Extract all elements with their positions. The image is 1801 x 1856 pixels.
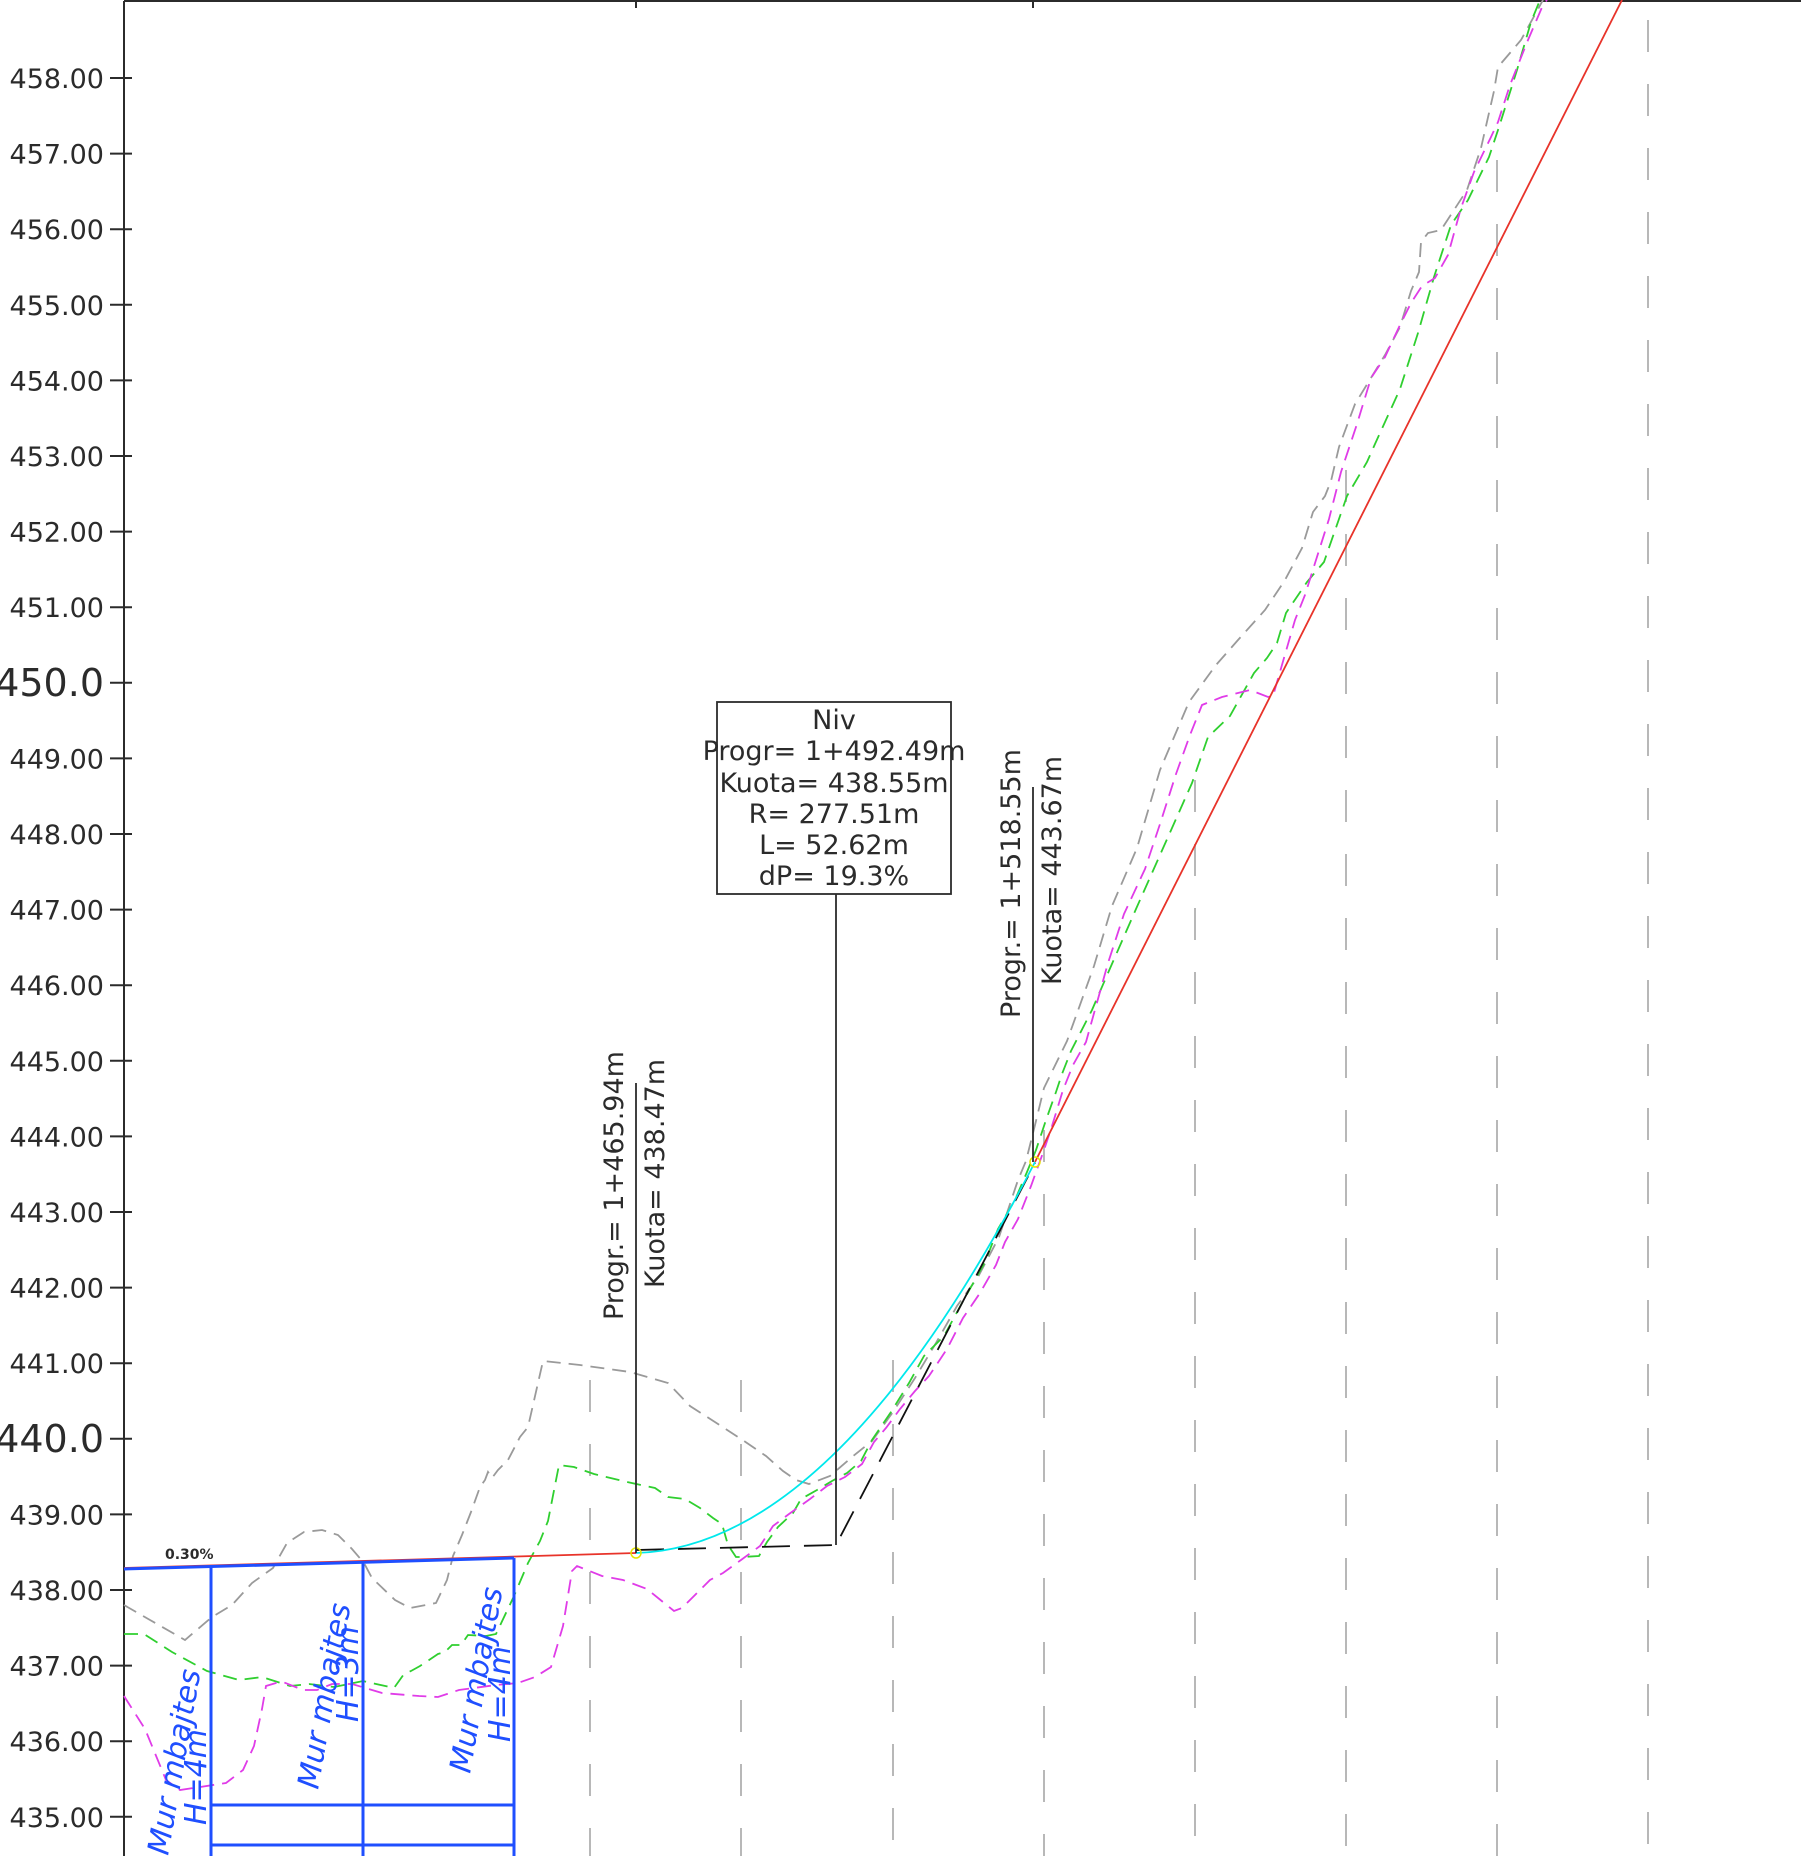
axis-tick-label: 449.00 xyxy=(10,744,104,775)
pvt-elevation-label: Kuota= 443.67m xyxy=(1037,756,1068,985)
axis-tick-label: 437.00 xyxy=(10,1652,104,1683)
curve-tangents xyxy=(635,1162,1036,1551)
curve-info-line: Kuota= 438.55m xyxy=(719,768,948,799)
pvt-station-label: Progr.= 1+518.55m xyxy=(996,749,1027,1018)
axis-tick-label: 446.00 xyxy=(10,971,104,1002)
axis-tick-label: 451.00 xyxy=(10,593,104,624)
curve-info-line: Progr= 1+492.49m xyxy=(703,736,966,767)
curve-info-line: Niv xyxy=(812,705,856,736)
ground-line-gray xyxy=(123,0,1544,1642)
axis-tick-label: 448.00 xyxy=(10,820,104,851)
axis-tick-label: 455.00 xyxy=(10,291,104,322)
wall-top xyxy=(123,1556,515,1571)
axis-tick-label: 441.00 xyxy=(10,1349,104,1380)
curve-info-line: L= 52.62m xyxy=(759,830,909,861)
pvt-labels: Progr.= 1+518.55m Kuota= 443.67m xyxy=(996,749,1068,1018)
ground-profiles xyxy=(123,0,1548,1791)
top-frame xyxy=(123,0,1801,10)
axis-tick-label: 445.00 xyxy=(10,1047,104,1078)
pvc-station-label: Progr.= 1+465.94m xyxy=(599,1051,630,1320)
axis-tick-label: 458.00 xyxy=(10,64,104,95)
axis-tick-label: 450.0 xyxy=(0,661,104,705)
axis-tick-label: 442.00 xyxy=(10,1274,104,1305)
curve-info-box: Niv Progr= 1+492.49m Kuota= 438.55m R= 2… xyxy=(703,701,966,895)
pvc-elevation-label: Kuota= 438.47m xyxy=(640,1059,671,1288)
leader-lines xyxy=(635,787,1034,1553)
axis-tick-label: 443.00 xyxy=(10,1198,104,1229)
wall-height: H=4m xyxy=(179,1729,214,1825)
axis-tick-label: 436.00 xyxy=(10,1727,104,1758)
ground-line-green xyxy=(124,0,1541,1690)
axis-tick-label: 438.00 xyxy=(10,1576,104,1607)
elevation-axis: 458.00 457.00 456.00 455.00 454.00 453.00 452.… xyxy=(0,10,132,1856)
axis-tick-label: 439.00 xyxy=(10,1500,104,1531)
tangent-lines xyxy=(635,1162,1036,1551)
axis-tick-label: 453.00 xyxy=(10,442,104,473)
curve-info-line: R= 277.51m xyxy=(749,799,920,830)
grade-line-right xyxy=(1034,0,1623,1163)
axis-tick-label: 456.00 xyxy=(10,215,104,246)
curve-info-frame xyxy=(716,701,952,895)
ground-line-magenta xyxy=(123,0,1548,1791)
axis-tick-label: 447.00 xyxy=(10,896,104,927)
axis-tick-label: 457.00 xyxy=(10,140,104,171)
retaining-walls xyxy=(123,1556,516,1856)
axis-tick-label: 454.00 xyxy=(10,366,104,397)
curve-end-marker xyxy=(1029,1156,1041,1168)
axis-tick-label: 452.00 xyxy=(10,518,104,549)
wall-height: H=4m xyxy=(483,1646,518,1742)
axis-tick-label: 435.00 xyxy=(10,1803,104,1834)
axis-tick-label: 440.0 xyxy=(0,1417,104,1461)
wall-labels: Mur mbajtes H=4m Mur mbajtes H=3m Mur mb… xyxy=(141,1585,518,1856)
station-grid xyxy=(589,20,1649,1856)
slope-label: 0.30% xyxy=(165,1547,214,1563)
curve-info-line: dP= 19.3% xyxy=(759,861,909,892)
wall-height: H=3m xyxy=(331,1626,366,1722)
pvc-labels: Progr.= 1+465.94m Kuota= 438.47m xyxy=(599,1051,671,1320)
axis-tick-label: 444.00 xyxy=(10,1122,104,1153)
